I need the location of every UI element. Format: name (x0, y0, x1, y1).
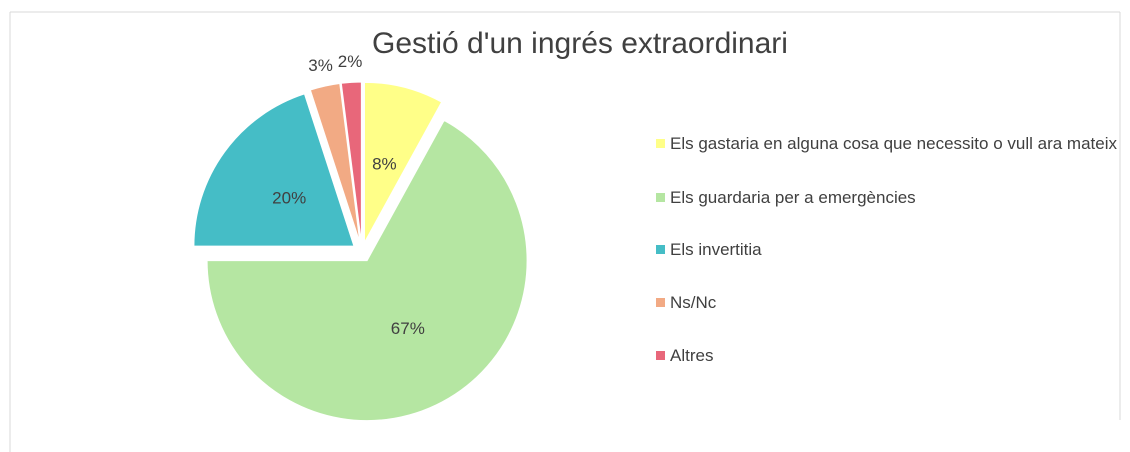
data-label: 8% (372, 154, 397, 173)
legend-entry: Ns/Nc (652, 289, 1130, 316)
legend-label: Els guardaria per a emergències (670, 188, 916, 207)
pie-slice (193, 93, 355, 247)
pie-slice (363, 81, 443, 243)
legend-entry: Els invertitia (652, 236, 1130, 263)
pie-slice (340, 81, 362, 243)
pie-slice (309, 82, 361, 243)
legend-entry: Els guardaria per a emergències (652, 184, 1130, 211)
data-label: 2% (338, 52, 363, 71)
legend-swatch (656, 139, 665, 148)
legend-swatch (656, 298, 665, 307)
legend-entry: Els gastaria en alguna cosa que necessit… (652, 130, 1130, 157)
legend-label: Els invertitia (670, 240, 762, 259)
data-label: 67% (391, 319, 425, 338)
legend-swatch (656, 193, 665, 202)
legend-label: Ns/Nc (670, 293, 717, 312)
data-label: 20% (272, 189, 306, 208)
pie-slice (206, 119, 528, 422)
data-label: 3% (308, 56, 333, 75)
legend-label: Els gastaria en alguna cosa que necessit… (670, 134, 1117, 153)
legend-label: Altres (670, 346, 714, 365)
legend-entry: Altres (652, 342, 1130, 369)
chart-title: Gestió d'un ingrés extraordinari (372, 27, 788, 60)
legend-swatch (656, 245, 665, 254)
legend-swatch (656, 351, 665, 360)
